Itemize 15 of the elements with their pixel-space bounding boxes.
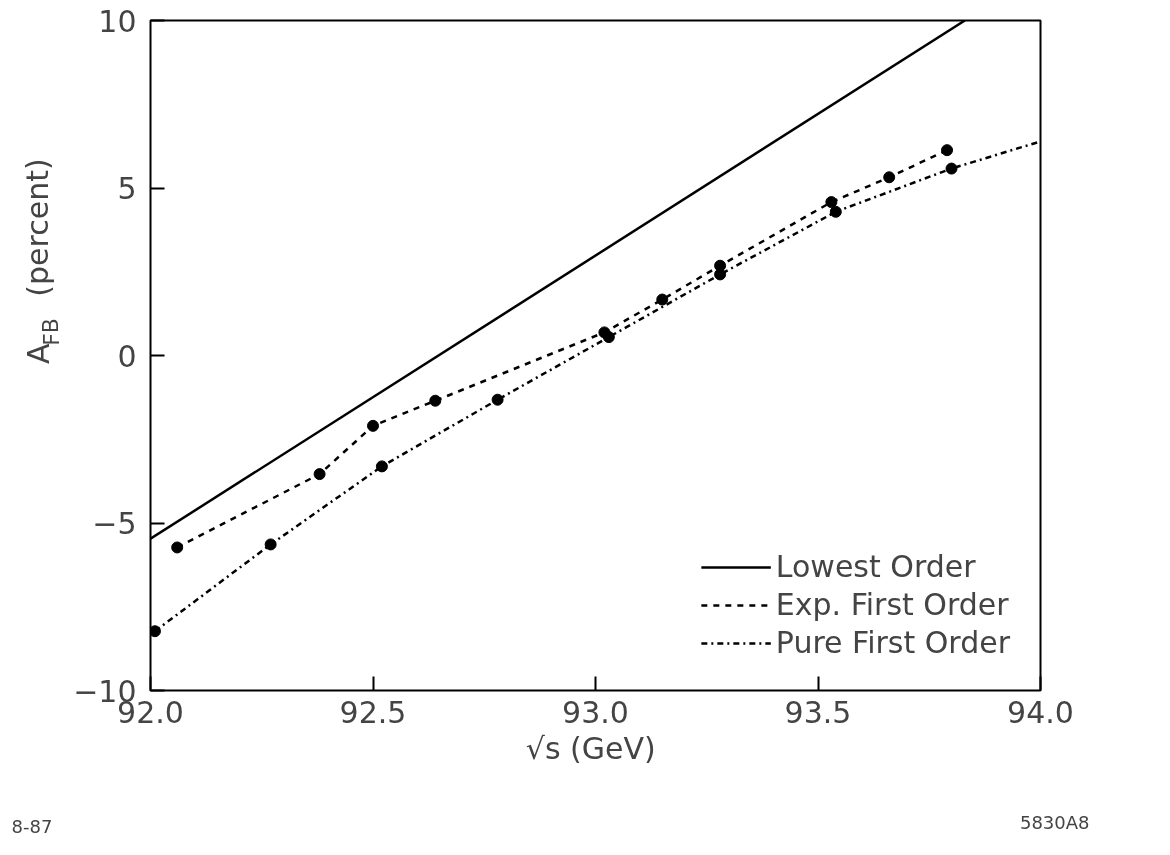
legend-label: Exp. First Order (775, 587, 1009, 622)
y-tick-label: 0 (117, 338, 137, 374)
x-tick-label: 92.5 (339, 694, 407, 730)
legend-label: Pure First Order (775, 625, 1010, 660)
text: 8-87 (11, 815, 53, 837)
y-tick-label: 5 (117, 171, 137, 206)
x-axis-title: √s (GeV) (525, 730, 656, 766)
y-tick-label: −5 (92, 506, 137, 541)
y-axis-title: AFB (percent) (20, 158, 64, 364)
x-tick-label: 93.5 (784, 694, 852, 730)
text: 5830A8 (1019, 811, 1090, 833)
y-tick-label: 10 (98, 3, 137, 39)
x-tick-label: 93.0 (562, 694, 629, 730)
legend-label: Lowest Order (775, 549, 976, 584)
x-tick-label: 94.0 (1007, 694, 1074, 730)
